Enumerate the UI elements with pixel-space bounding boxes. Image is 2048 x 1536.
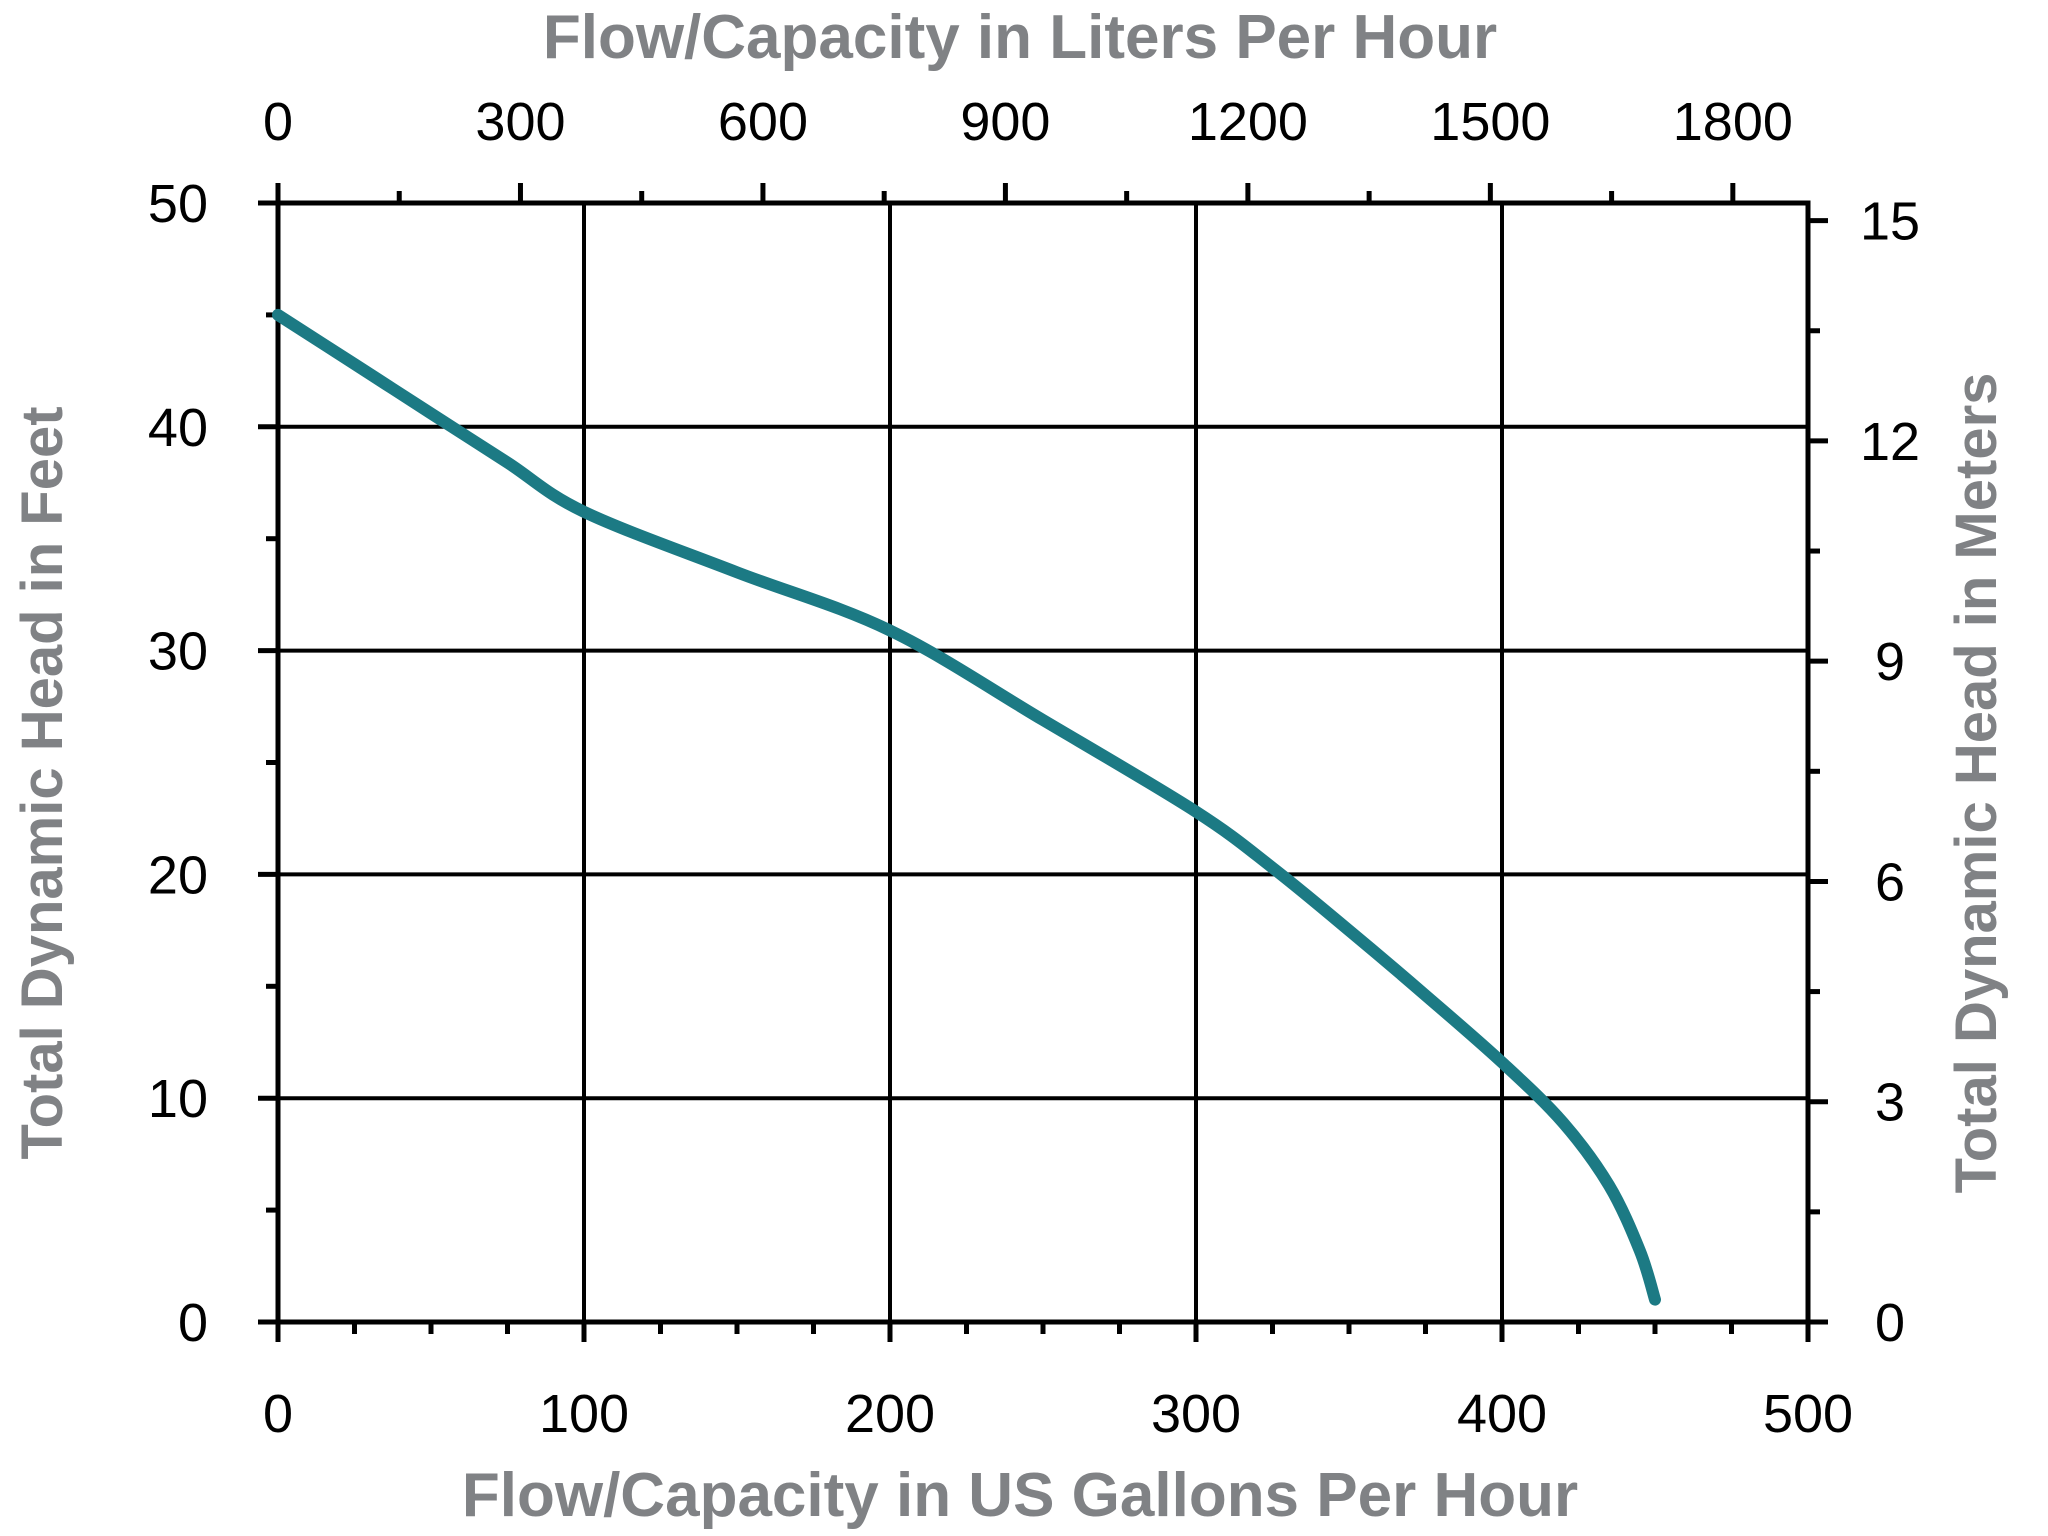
- y-tick-label: 50: [148, 174, 208, 234]
- x2-tick-label: 300: [475, 92, 565, 152]
- plot-border: [275, 200, 1811, 1325]
- x2-tick-label: 1800: [1673, 92, 1793, 152]
- y-tick-label: 0: [178, 1293, 208, 1353]
- plot-frame: [275, 200, 1811, 1325]
- x2-tick-label: 0: [263, 92, 293, 152]
- x-tick-label: 200: [845, 1384, 935, 1444]
- x-tick-label: 0: [263, 1384, 293, 1444]
- y2-tick-label: 6: [1875, 852, 1905, 912]
- x-tick-label: 300: [1151, 1384, 1241, 1444]
- y2-tick-label: 12: [1860, 412, 1920, 472]
- x2-tick-label: 1500: [1430, 92, 1550, 152]
- top-axis-title: Flow/Capacity in Liters Per Hour: [543, 3, 1497, 72]
- y2-tick-label: 9: [1875, 632, 1905, 692]
- tick-marks: [258, 183, 1828, 1342]
- x-tick-label: 100: [539, 1384, 629, 1444]
- right-axis-title: Total Dynamic Head in Meters: [1944, 373, 2009, 1194]
- x2-tick-label: 900: [960, 92, 1050, 152]
- x-tick-label: 500: [1763, 1384, 1853, 1444]
- y-tick-label: 20: [148, 845, 208, 905]
- grid-layer: [278, 203, 1808, 1322]
- y-tick-label: 10: [148, 1069, 208, 1129]
- y-tick-label: 40: [148, 398, 208, 458]
- y-tick-label: 30: [148, 622, 208, 682]
- y2-tick-label: 0: [1875, 1293, 1905, 1353]
- series-line-pump-curve: [272, 308, 1661, 1306]
- x2-tick-label: 600: [718, 92, 808, 152]
- x2-tick-label: 1200: [1188, 92, 1308, 152]
- series-layer: [272, 308, 1661, 1306]
- y2-tick-label: 15: [1860, 192, 1920, 252]
- x-tick-label: 400: [1457, 1384, 1547, 1444]
- bottom-axis-title: Flow/Capacity in US Gallons Per Hour: [462, 1461, 1578, 1530]
- left-axis-title: Total Dynamic Head in Feet: [10, 406, 75, 1159]
- y2-tick-label: 3: [1875, 1073, 1905, 1133]
